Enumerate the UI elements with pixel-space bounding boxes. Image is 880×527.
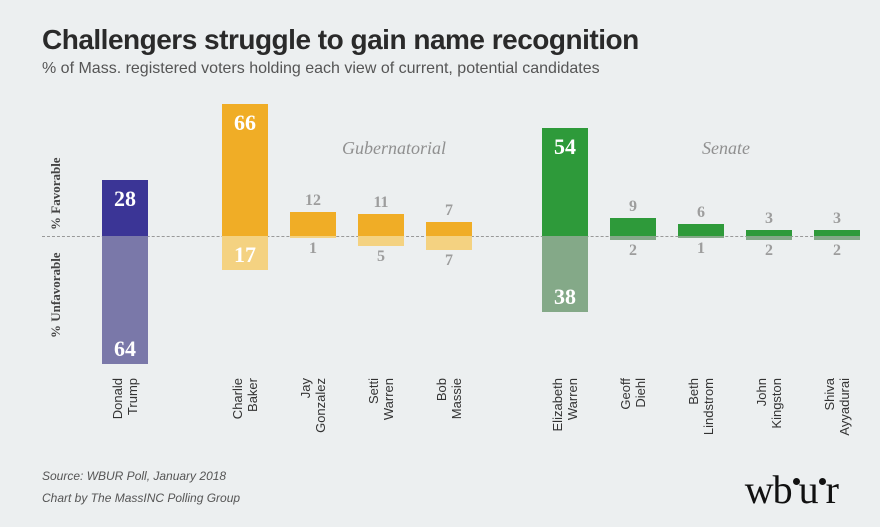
value-unfavorable: 2 [765,242,773,260]
candidate-name: GeoffDiehl [618,378,648,468]
candidate-name: ElizabethWarren [550,378,580,468]
bar-column: 61BethLindstrom [678,96,724,406]
value-unfavorable: 5 [377,248,385,266]
bar-column: 121JayGonzalez [290,96,336,406]
candidate-name: BobMassie [434,378,464,468]
bar-favorable [678,224,724,236]
candidate-name: BethLindstrom [686,378,716,468]
bar-unfavorable [746,236,792,240]
candidate-name: JohnKingston [754,378,784,468]
bar-column: 32ShivaAyyadurai [814,96,860,406]
value-favorable: 11 [373,194,388,212]
value-unfavorable: 2 [629,242,637,260]
bar-column: 92GeoffDiehl [610,96,656,406]
value-favorable: 12 [305,192,321,210]
bar-unfavorable [814,236,860,240]
value-unfavorable: 7 [445,252,453,270]
bar-favorable [358,214,404,236]
axis-favorable-label: % Favorable [48,157,64,230]
candidate-name: SettiWarren [366,378,396,468]
chart-area: % Favorable% UnfavorableGubernatorialSen… [42,96,838,406]
chart-title: Challengers struggle to gain name recogn… [42,24,838,56]
value-unfavorable: 1 [309,240,317,258]
value-unfavorable: 64 [114,336,136,362]
value-favorable: 66 [234,110,256,136]
value-favorable: 6 [697,204,705,222]
bar-unfavorable [358,236,404,246]
candidate-name: CharlieBaker [230,378,260,468]
candidate-name: ShivaAyyadurai [822,378,852,468]
source-line-2: Chart by The MassINC Polling Group [42,491,240,505]
value-favorable: 9 [629,198,637,216]
bar-favorable [290,212,336,236]
bar-unfavorable [678,236,724,238]
bar-column: 115SettiWarren [358,96,404,406]
value-favorable: 3 [833,210,841,228]
value-unfavorable: 17 [234,242,256,268]
bar-column: 2864DonaldTrump [102,96,148,406]
wbur-logo: wbur [745,466,838,513]
source-line-1: Source: WBUR Poll, January 2018 [42,469,226,483]
axis-unfavorable-label: % Unfavorable [48,252,64,338]
bar-column: 5438ElizabethWarren [542,96,588,406]
candidate-name: JayGonzalez [298,378,328,468]
bar-unfavorable [290,236,336,238]
bar-column: 32JohnKingston [746,96,792,406]
value-favorable: 54 [554,134,576,160]
value-unfavorable: 1 [697,240,705,258]
bar-favorable [610,218,656,236]
bar-column: 6617CharlieBaker [222,96,268,406]
value-favorable: 3 [765,210,773,228]
bar-column: 77BobMassie [426,96,472,406]
bar-unfavorable [426,236,472,250]
value-unfavorable: 2 [833,242,841,260]
bar-favorable [426,222,472,236]
candidate-name: DonaldTrump [110,378,140,468]
logo-text: wbur [745,467,838,512]
value-favorable: 7 [445,202,453,220]
bar-unfavorable [610,236,656,240]
chart-subtitle: % of Mass. registered voters holding eac… [42,60,838,78]
value-unfavorable: 38 [554,284,576,310]
value-favorable: 28 [114,186,136,212]
